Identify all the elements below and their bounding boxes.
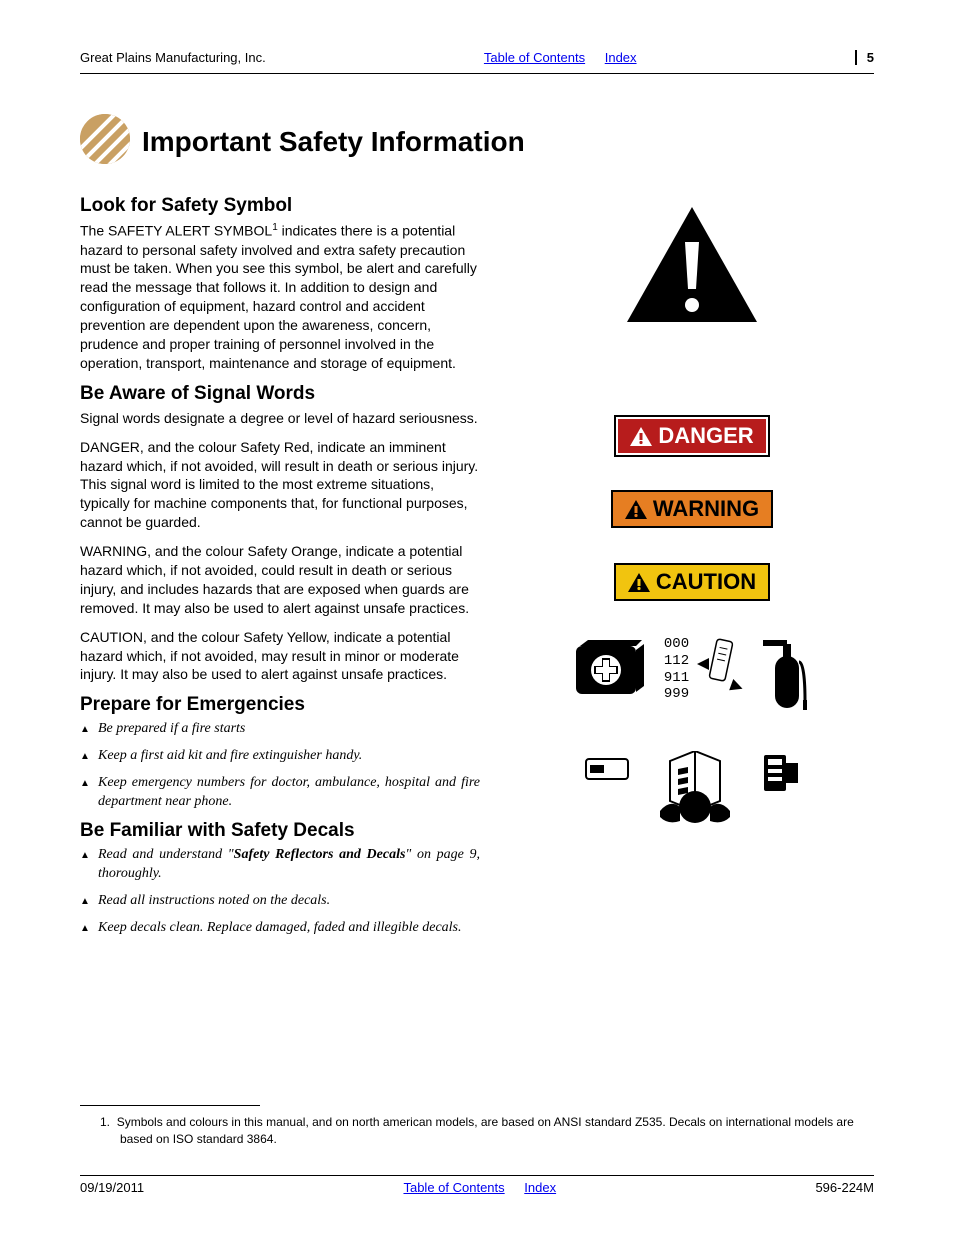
heading-decals: Be Familiar with Safety Decals: [80, 820, 480, 842]
para-danger: DANGER, and the colour Safety Red, indic…: [80, 438, 480, 532]
phone-icon: [695, 636, 745, 701]
heading-signal-words: Be Aware of Signal Words: [80, 383, 480, 405]
para-safety-symbol: The SAFETY ALERT SYMBOL1 indicates there…: [80, 221, 480, 373]
footnote-rule: [80, 1105, 260, 1106]
heading-emergencies: Prepare for Emergencies: [80, 694, 480, 716]
title-row: Important Safety Information: [80, 114, 874, 169]
caution-sign: CAUTION: [614, 563, 770, 601]
list-item: Be prepared if a fire starts: [98, 720, 480, 739]
page-header: Great Plains Manufacturing, Inc. Table o…: [80, 50, 874, 65]
company-name: Great Plains Manufacturing, Inc.: [80, 50, 266, 65]
list-item: Keep a first aid kit and fire extinguish…: [98, 747, 480, 766]
decal-right-icon: [758, 751, 803, 801]
list-item: Read and understand "Safety Reflectors a…: [98, 846, 480, 884]
page-number: 5: [855, 50, 874, 65]
warning-sign: WARNING: [611, 490, 773, 528]
decal-illustration: [582, 751, 803, 836]
alert-triangle-icon: [625, 500, 647, 519]
para-warning: WARNING, and the colour Safety Orange, i…: [80, 542, 480, 618]
safety-alert-icon: [627, 207, 757, 327]
page-footer: 09/19/2011 Table of Contents Index 596-2…: [80, 1175, 874, 1195]
para-signal-intro: Signal words designate a degree or level…: [80, 409, 480, 428]
first-aid-icon: [576, 636, 646, 706]
para-caution: CAUTION, and the colour Safety Yellow, i…: [80, 628, 480, 685]
decals-list: Read and understand "Safety Reflectors a…: [80, 846, 480, 938]
emergency-list: Be prepared if a fire starts Keep a firs…: [80, 720, 480, 812]
page-title: Important Safety Information: [142, 126, 525, 158]
list-item: Keep decals clean. Replace damaged, fade…: [98, 919, 480, 938]
figure-column: DANGER WARNING CAUTION: [510, 187, 874, 945]
emergency-numbers: 000 112 911 999: [664, 636, 689, 703]
toc-link-top[interactable]: Table of Contents: [484, 50, 585, 65]
decal-left-icon: [582, 751, 632, 791]
heading-safety-symbol: Look for Safety Symbol: [80, 195, 480, 217]
footer-nav: Table of Contents Index: [395, 1180, 564, 1195]
toc-link-bottom[interactable]: Table of Contents: [403, 1180, 504, 1195]
header-nav: Table of Contents Index: [266, 50, 855, 65]
warning-text: WARNING: [653, 496, 759, 522]
list-item: Read all instructions noted on the decal…: [98, 892, 480, 911]
index-link-top[interactable]: Index: [605, 50, 637, 65]
footer-date: 09/19/2011: [80, 1180, 144, 1195]
fire-extinguisher-icon: [763, 636, 808, 721]
content-column: Look for Safety Symbol The SAFETY ALERT …: [80, 187, 480, 945]
alert-triangle-icon: [628, 573, 650, 592]
reading-person-icon: [650, 751, 740, 836]
danger-text: DANGER: [658, 423, 753, 449]
footer-doc-id: 596-224M: [815, 1180, 874, 1195]
footnote: 1. Symbols and colours in this manual, a…: [80, 1114, 874, 1148]
danger-sign: DANGER: [616, 417, 767, 455]
alert-triangle-icon: [630, 427, 652, 446]
caution-text: CAUTION: [656, 569, 756, 595]
list-item: Keep emergency numbers for doctor, ambul…: [98, 774, 480, 812]
emergency-illustration: 000 112 911 999: [576, 636, 808, 721]
index-link-bottom[interactable]: Index: [524, 1180, 556, 1195]
manual-shield-icon: [80, 114, 130, 169]
